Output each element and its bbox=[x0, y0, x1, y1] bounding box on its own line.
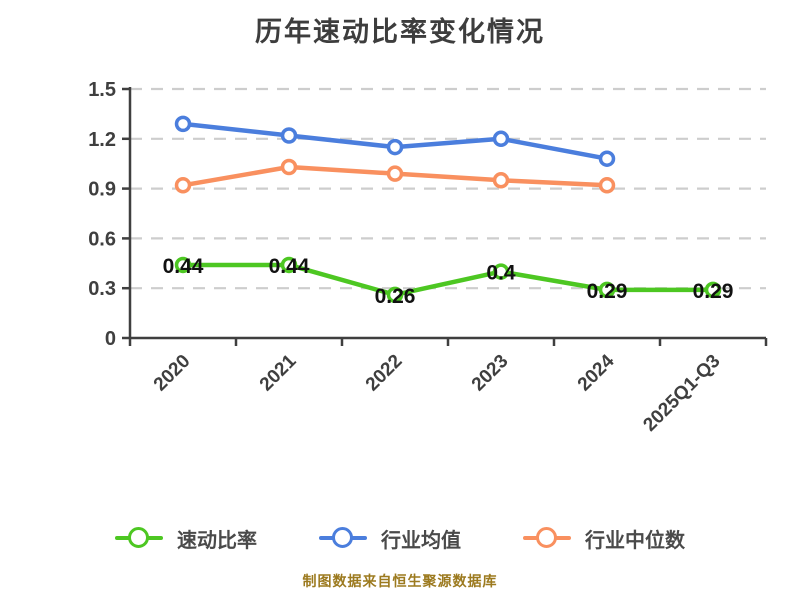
data-label: 0.44 bbox=[269, 255, 310, 278]
data-point bbox=[492, 130, 510, 148]
data-point bbox=[492, 263, 510, 280]
y-axis-label: 0.6 bbox=[88, 228, 116, 250]
series-行业均值 bbox=[174, 115, 616, 167]
x-axis-labels: 2020 2021 2022 2023 2024 2025Q1-Q3 bbox=[150, 350, 725, 435]
y-axis-label: 0.3 bbox=[88, 278, 116, 300]
data-point bbox=[174, 115, 192, 133]
y-axis-label: 0 bbox=[105, 328, 116, 350]
series-line bbox=[180, 262, 716, 298]
legend-item-速动比率[interactable]: 速动比率 bbox=[115, 524, 257, 553]
y-axis-labels: 0 0.3 0.6 0.9 1.2 1.5 bbox=[88, 79, 116, 350]
data-label: 0.26 bbox=[375, 285, 416, 308]
data-point bbox=[386, 138, 404, 156]
data-label: 0.4 bbox=[486, 262, 516, 285]
gridlines bbox=[130, 87, 766, 290]
data-labels-速动比率: 0.44 0.44 0.26 0.4 0.29 0.29 bbox=[163, 255, 734, 308]
axes bbox=[122, 87, 768, 346]
data-point bbox=[280, 256, 298, 274]
y-axis-label: 1.2 bbox=[88, 129, 116, 151]
x-axis-label: 2020 bbox=[150, 351, 195, 396]
data-source-footer: 制图数据来自恒生聚源数据库 bbox=[302, 573, 498, 589]
data-label: 0.44 bbox=[163, 255, 204, 278]
data-point bbox=[280, 158, 298, 176]
data-label: 0.29 bbox=[587, 280, 628, 303]
legend-item-行业均值[interactable]: 行业均值 bbox=[319, 524, 461, 553]
legend-item-行业中位数[interactable]: 行业中位数 bbox=[523, 524, 685, 553]
series-行业中位数 bbox=[174, 158, 616, 194]
legend-label: 行业中位数 bbox=[585, 529, 685, 552]
legend-label: 速动比率 bbox=[177, 529, 257, 552]
y-axis-label: 1.5 bbox=[88, 79, 116, 101]
data-point bbox=[280, 127, 298, 144]
y-axis-label: 0.9 bbox=[88, 179, 116, 201]
legend-line-marker-icon bbox=[523, 527, 571, 549]
series-速动比率 bbox=[174, 256, 722, 304]
x-axis-label: 2022 bbox=[362, 351, 407, 396]
line-chart: 0 0.3 0.6 0.9 1.2 1.5 2020 2021 2022 2023 2024 2025… bbox=[88, 79, 768, 436]
data-point bbox=[386, 165, 404, 182]
data-point bbox=[492, 172, 510, 189]
legend-label: 行业均值 bbox=[381, 529, 461, 552]
data-point bbox=[174, 177, 192, 194]
data-point bbox=[598, 281, 616, 299]
data-point bbox=[598, 177, 616, 194]
x-axis-label: 2024 bbox=[574, 350, 619, 395]
chart-title: 历年速动比率变化情况 bbox=[255, 17, 545, 47]
chart-legend: 速动比率 行业均值 行业中位数 bbox=[0, 517, 800, 559]
x-axis-label: 2021 bbox=[256, 350, 301, 395]
x-axis-label: 2023 bbox=[468, 351, 513, 396]
data-point bbox=[598, 150, 616, 167]
data-point bbox=[704, 281, 722, 299]
data-point bbox=[174, 256, 192, 274]
x-axis-label: 2025Q1-Q3 bbox=[639, 351, 724, 436]
data-label: 0.29 bbox=[693, 280, 734, 303]
data-point bbox=[386, 286, 404, 304]
legend-line-marker-icon bbox=[115, 527, 163, 549]
legend-line-marker-icon bbox=[319, 527, 367, 549]
